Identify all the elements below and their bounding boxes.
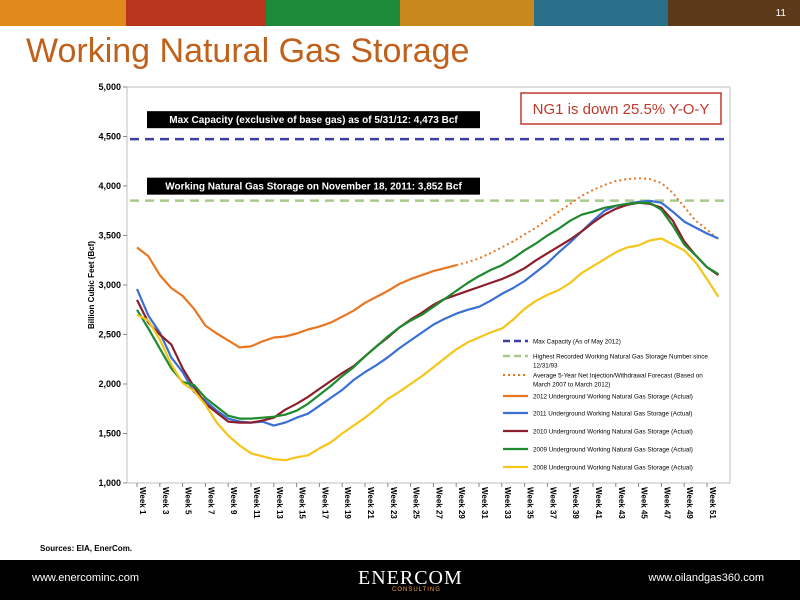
series-line [136,246,457,349]
x-tick-label: Week 35 [526,487,535,519]
x-tick-label: Week 7 [206,487,215,515]
logo-main-text: ENERCOM [358,567,463,589]
top-color-bar [0,0,800,26]
x-tick-label: Week 45 [640,487,649,519]
page-title: Working Natural Gas Storage [26,32,470,70]
x-tick-label: Week 47 [662,487,671,519]
y-tick-label: 1,500 [98,429,121,439]
legend-label: Average 5-Year Net Injection/Withdrawal … [533,373,703,380]
series-line [136,201,719,420]
legend-label: March 2007 to March 2012) [533,382,610,389]
y-tick-label: 5,000 [98,82,121,92]
x-tick-label: Week 11 [252,487,261,519]
x-tick-label: Week 19 [343,487,352,519]
storage-chart: 1,000 1,500 2,000 2,500 3,000 3,500 4,000 4,500… [87,82,731,519]
reference-label: Working Natural Gas Storage on November … [165,182,462,193]
x-tick-label: Week 5 [184,487,193,515]
callout-box [520,92,722,125]
sources-note: Sources: EIA, EnerCom. [40,544,133,553]
y-tick-label: 3,500 [98,231,121,241]
bar-segment [668,0,800,26]
footer-left-link[interactable]: www.enercominc.com [32,572,139,584]
legend-label: Highest Recorded Working Natural Gas Sto… [533,354,708,361]
bar-segment [126,0,266,26]
reference-label-box [147,177,480,195]
x-tick-label: Week 25 [412,487,421,519]
y-tick-label: 2,500 [98,330,121,340]
x-tick-label: Week 27 [434,487,443,519]
bar-segment [534,0,668,26]
legend-label: 2010 Underground Working Natural Gas Sto… [533,429,693,436]
y-tick-label: 2,000 [98,379,121,389]
y-tick-label: 4,000 [98,181,121,191]
x-tick-label: Week 3 [161,487,170,515]
x-tick-label: Week 15 [298,487,307,519]
y-axis-label: Billion Cubic Feet (Bcf) [87,241,96,329]
series-line [136,237,720,462]
x-tick-label: Week 33 [503,487,512,519]
callout-text: NG1 is down 25.5% Y-O-Y [533,101,710,118]
legend-label: 2011 Underground Working Natural Gas Sto… [533,411,692,418]
reference-label: Max Capacity (exclusive of base gas) as … [169,115,458,126]
x-tick-label: Week 17 [320,487,329,519]
x-tick-label: Week 49 [685,487,694,519]
x-tick-label: Week 51 [708,487,717,519]
series-line [135,199,719,427]
enercom-logo: ENERCOM CONSULTING [358,567,478,597]
x-tick-label: Week 21 [366,487,375,519]
footer-right-link[interactable]: www.oilandgas360.com [648,572,764,584]
legend-label: 2009 Underground Working Natural Gas Sto… [533,447,693,454]
legend-label: 2008 Underground Working Natural Gas Sto… [533,465,693,472]
y-tick-label: 1,000 [98,478,121,488]
x-tick-label: Week 23 [389,487,398,519]
x-tick-label: Week 9 [229,487,238,515]
footer: www.enercominc.com www.oilandgas360.com [0,560,800,600]
logo-sub-text: CONSULTING [392,587,441,593]
x-tick-label: Week 37 [548,487,557,519]
x-tick-label: Week 43 [617,487,626,519]
x-tick-label: Week 29 [457,487,466,519]
x-tick-label: Week 31 [480,487,489,519]
bar-segment [0,0,126,26]
legend-label: Max Capacity (As of May 2012) [533,339,621,346]
legend-label: 12/31/93 [533,363,558,370]
x-tick-label: Week 39 [571,487,580,519]
series-line [455,177,720,267]
page-number: 11 [775,8,786,19]
x-tick-label: Week 41 [594,487,603,519]
reference-label-box [147,111,480,129]
series-line [136,201,720,424]
y-tick-label: 4,500 [98,132,121,142]
y-tick-label: 3,000 [98,280,121,290]
bar-segment [266,0,400,26]
x-tick-label: Week 13 [275,487,284,519]
x-tick-label: Week 1 [138,487,147,515]
bar-segment [400,0,534,26]
legend-label: 2012 Underground Working Natural Gas Sto… [533,394,693,401]
